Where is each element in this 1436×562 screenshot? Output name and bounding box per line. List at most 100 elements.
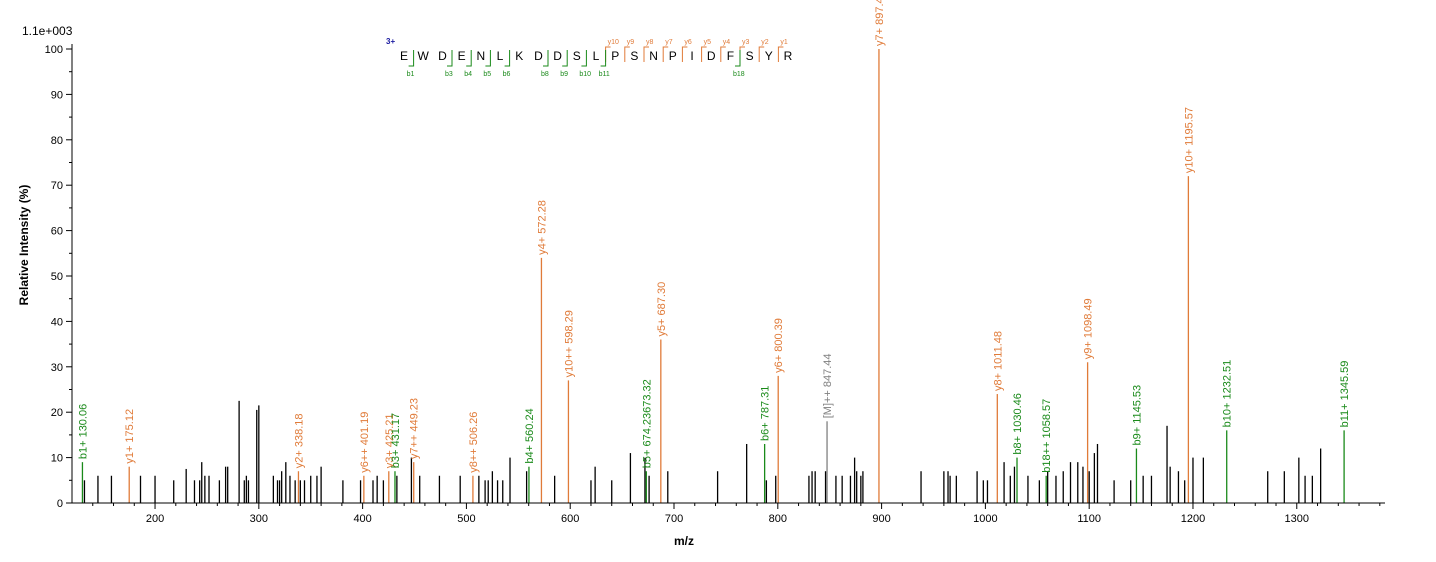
peak-label: y10++ 598.29 (563, 310, 575, 377)
intensity-scale-label: 1.1e+003 (22, 24, 73, 38)
x-tick-label: 1200 (1181, 513, 1205, 525)
sequence-residue: W (418, 49, 430, 63)
peak-label: y8++ 506.26 (468, 412, 480, 473)
sequence-residue: L (497, 49, 504, 63)
x-tick-label: 200 (146, 513, 164, 525)
unlabeled-peaks (83, 400, 1322, 503)
peak-label: b4+ 560.24 (524, 408, 536, 463)
peak-label: y10+ 1195.57 (1183, 107, 1195, 173)
y-tick-label: 10 (51, 453, 63, 465)
x-axis-title: m/z (674, 534, 694, 548)
y-tick-label: 50 (51, 271, 63, 283)
peak-label: b5+ 674.23673.32 (641, 379, 653, 468)
b-ion-label: b8 (541, 71, 549, 78)
y-ion-label: y4 (723, 39, 731, 46)
sequence-residue: S (573, 49, 581, 63)
peak-label: y5+ 687.30 (656, 282, 668, 337)
sequence-residue: E (400, 49, 408, 63)
peak-label: y2+ 338.18 (293, 413, 305, 468)
y-ion-bracket (605, 46, 611, 62)
b-ion-label: b6 (503, 71, 511, 78)
sequence-residue: Y (765, 49, 773, 63)
b-ion-bracket (562, 50, 568, 67)
x-tick-label: 400 (353, 513, 371, 525)
y-ion-label: y2 (761, 39, 769, 46)
y-ion-bracket (681, 46, 688, 62)
b-ion-bracket (408, 50, 415, 67)
x-tick-label: 1000 (973, 513, 997, 525)
y-tick-label: 60 (51, 226, 63, 238)
y-ion-bracket (643, 46, 649, 62)
y-tick-label: 30 (51, 362, 63, 374)
b-ion-label: b3 (445, 71, 453, 78)
y-tick-label: 70 (51, 180, 63, 192)
sequence-residue: D (707, 49, 716, 63)
y-axis-ticks: 0 10 20 30 40 50 60 70 80 90 100 (45, 44, 72, 510)
sequence-residue: S (746, 49, 754, 63)
charge-state: 3+ (386, 37, 395, 46)
b-ion-bracket (466, 50, 472, 67)
sequence-residue: R (784, 49, 793, 63)
peak-label: [M]++ 847.44 (822, 353, 834, 418)
x-tick-label: 1100 (1077, 513, 1101, 525)
b-ion-bracket (581, 50, 587, 67)
sequence-residue: K (515, 49, 523, 63)
y-tick-label: 80 (51, 135, 63, 147)
b-ion-label: b9 (560, 71, 568, 78)
b-ion-label: b5 (483, 71, 491, 78)
x-tick-label: 300 (250, 513, 268, 525)
peak-label: b6+ 787.31 (760, 386, 772, 441)
peak-label: b1+ 130.06 (77, 404, 89, 459)
sequence-residue: D (534, 49, 543, 63)
sequence-residue: N (476, 49, 485, 63)
peak-label: y4+ 572.28 (536, 200, 548, 255)
b-ion-bracket (735, 50, 741, 67)
b-ion-label: b1 (407, 71, 415, 78)
sequence-residue: F (727, 49, 734, 63)
y-ion-label: y1 (780, 39, 788, 46)
y-tick-label: 0 (57, 498, 63, 510)
y-ion-bracket (777, 46, 784, 62)
b-ion-bracket (485, 50, 491, 67)
peak-label: y7++ 449.23 (409, 398, 421, 459)
y-ion-label: y10 (608, 39, 619, 46)
sequence-residue: D (438, 49, 447, 63)
peak-label: y9+ 1098.49 (1083, 298, 1095, 359)
x-tick-label: 1300 (1285, 513, 1309, 525)
peak-label: b11+ 1345.59 (1339, 361, 1351, 428)
peak-label: y7+ 897.45 (874, 0, 886, 46)
peak-label: b10+ 1232.51 (1222, 360, 1234, 428)
x-tick-label: 900 (872, 513, 890, 525)
peak-label: y3+ 425.21 (384, 413, 396, 468)
peak-label: y6+ 800.39 (773, 318, 785, 373)
y-ion-bracket (758, 46, 765, 62)
y-ion-bracket (624, 46, 630, 62)
y-ion-bracket (662, 46, 669, 62)
peak-label: b3+ 431.17 (390, 413, 402, 468)
peak-label: b18++ 1058.57 (1041, 399, 1053, 473)
y-tick-label: 100 (45, 44, 63, 56)
y-ion-label: y6 (684, 39, 692, 46)
x-tick-label: 800 (769, 513, 787, 525)
y-ion-label: y9 (627, 39, 635, 46)
y-ion-label: y8 (646, 39, 654, 46)
sequence-residue: D (553, 49, 562, 63)
x-tick-label: 500 (457, 513, 475, 525)
b-ion-bracket (600, 50, 607, 67)
axes: 200 300 400 500 600 700 800 900 1000 1100 1200 1300 (71, 44, 1385, 525)
y-tick-label: 20 (51, 407, 63, 419)
b-ion-bracket (447, 50, 453, 67)
y-tick-label: 40 (51, 316, 63, 328)
y-ion-bracket (739, 46, 745, 62)
y-ion-bracket (701, 46, 707, 62)
b-ion-bracket (543, 50, 549, 67)
sequence-residue: N (649, 49, 658, 63)
sequence-residue: L (593, 49, 600, 63)
x-tick-label: 700 (665, 513, 683, 525)
sequence-residue: E (458, 49, 466, 63)
x-tick-label: 600 (561, 513, 579, 525)
sequence-residue: P (611, 49, 619, 63)
peak-label: y8+ 1011.48 (992, 331, 1004, 391)
